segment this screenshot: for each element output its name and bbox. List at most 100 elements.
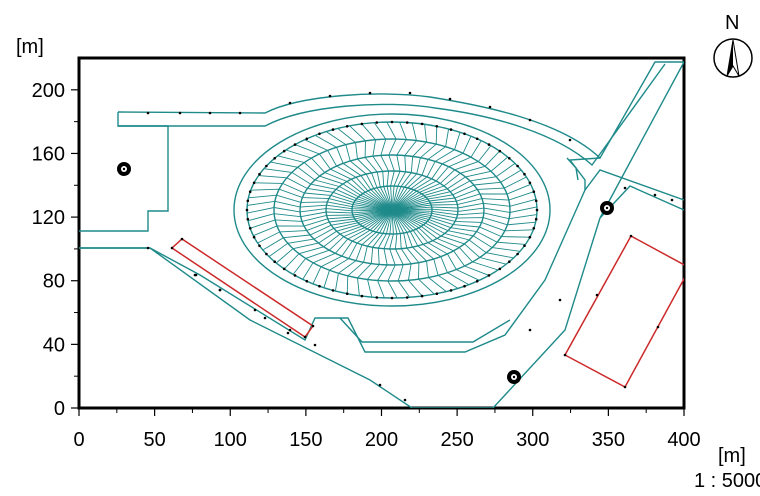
radial-pipe <box>367 209 393 298</box>
network-road-south <box>79 247 493 408</box>
radial-pipe <box>391 209 447 292</box>
scale-label: 1 : 5000 <box>694 470 760 492</box>
radial-pipe <box>257 209 393 244</box>
radial-pipe <box>250 209 393 229</box>
radial-pipe <box>312 209 393 284</box>
network-node <box>273 157 277 160</box>
network-node <box>313 343 317 347</box>
network-node <box>420 294 424 298</box>
network-road-east <box>568 61 684 219</box>
radial-pipe <box>248 194 393 211</box>
radial-pipe <box>302 209 393 280</box>
radial-pipe <box>285 149 393 211</box>
radial-pipe <box>391 209 459 289</box>
radial-pipe <box>391 209 490 276</box>
north-arrow-icon: N <box>713 12 753 78</box>
network-node <box>258 172 261 176</box>
radial-pipe <box>323 209 393 288</box>
x-tick-label: 100 <box>214 429 247 451</box>
network-node <box>375 121 379 124</box>
svg-text:N: N <box>725 12 739 34</box>
central-ellipse-network <box>233 113 551 307</box>
radial-pipe <box>270 161 393 211</box>
network-node <box>656 325 660 329</box>
network-node <box>535 208 539 212</box>
network-nodes <box>146 91 674 402</box>
network-node <box>248 227 252 230</box>
radial-pipe <box>391 121 407 211</box>
network-node <box>246 217 250 221</box>
network-node <box>282 149 286 153</box>
network-node <box>390 120 394 124</box>
network-node <box>265 252 268 256</box>
radial-pipe <box>391 209 435 295</box>
radial-pipe <box>391 150 501 211</box>
network-node <box>390 296 394 300</box>
network-node <box>475 279 479 283</box>
network-node <box>368 91 372 95</box>
network-node <box>318 284 321 288</box>
network-node <box>508 260 511 264</box>
network-node <box>252 235 256 239</box>
x-tick-label: 200 <box>365 429 398 451</box>
y-tick-label: 40 <box>43 334 65 356</box>
x-axis-ticks: 0 50 100 150 200 250 300 350 400 <box>73 408 701 451</box>
network-node <box>534 217 538 221</box>
radial-pipe <box>391 209 530 238</box>
network-node <box>360 294 364 298</box>
radial-pipe <box>254 182 393 211</box>
network-node <box>403 398 407 402</box>
radial-pipe <box>258 175 393 211</box>
network-node <box>288 328 292 332</box>
radial-pipe <box>391 136 472 211</box>
radial-pipe <box>247 209 393 222</box>
y-tick-label: 120 <box>32 207 65 229</box>
radial-pipe <box>292 209 393 275</box>
network-node <box>487 274 491 277</box>
network-node <box>146 246 150 250</box>
radial-pipe <box>391 126 438 211</box>
network-node <box>345 125 349 128</box>
network-node <box>405 296 409 299</box>
radial-pipe <box>361 123 393 211</box>
radial-pipe <box>391 156 509 211</box>
x-tick-label: 250 <box>440 429 473 451</box>
radial-pipe <box>283 209 393 270</box>
network-node <box>528 328 532 332</box>
network-node <box>463 284 466 288</box>
network-node <box>420 122 424 126</box>
well-east <box>600 201 614 215</box>
x-tick-label: 350 <box>592 429 625 451</box>
x-tick-label: 150 <box>289 429 322 451</box>
network-node <box>263 316 267 320</box>
y-axis-unit-label: [m] <box>16 36 44 58</box>
network-node <box>528 181 532 185</box>
y-tick-label: 80 <box>43 271 65 293</box>
radial-pipe <box>391 209 411 298</box>
network-node <box>273 260 277 264</box>
radial-pipe <box>391 209 521 252</box>
y-tick-label: 0 <box>54 398 65 420</box>
network-node <box>405 121 409 124</box>
radial-pipe <box>304 139 393 211</box>
network-node <box>516 252 519 256</box>
network-node <box>375 296 379 299</box>
network-node <box>623 385 627 389</box>
radial-pipe <box>391 209 507 265</box>
radial-pipe <box>275 209 393 264</box>
network-node <box>331 289 335 292</box>
x-tick-label: 50 <box>144 429 166 451</box>
radial-pipe <box>349 125 393 211</box>
radial-pipe <box>391 209 534 232</box>
network-node <box>435 125 439 128</box>
network-node <box>258 244 261 248</box>
network-node <box>448 97 452 101</box>
network-node <box>435 292 439 296</box>
network-node <box>629 234 633 238</box>
network-node <box>253 308 257 312</box>
radial-pipe <box>391 169 522 211</box>
network-node <box>311 324 315 328</box>
radial-pipe <box>268 209 393 257</box>
radial-pipe <box>391 209 480 281</box>
radial-pipe <box>263 168 393 211</box>
